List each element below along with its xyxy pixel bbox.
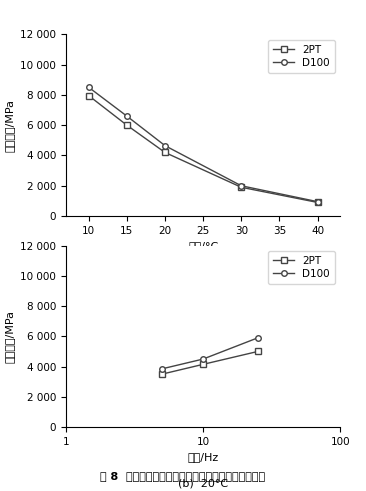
D100 bbox=[86, 84, 91, 90]
Legend: 2PT, D100: 2PT, D100 bbox=[268, 251, 335, 284]
Y-axis label: 动态模量/MPa: 动态模量/MPa bbox=[5, 99, 15, 152]
2PT bbox=[239, 184, 243, 190]
D100 bbox=[163, 143, 167, 149]
2PT bbox=[86, 93, 91, 99]
Legend: 2PT, D100: 2PT, D100 bbox=[268, 40, 335, 73]
2PT bbox=[315, 199, 320, 205]
Text: 图 8  加载模式对梯形梁和圆柱体试件动态模量的影响: 图 8 加载模式对梯形梁和圆柱体试件动态模量的影响 bbox=[100, 471, 266, 481]
Line: 2PT: 2PT bbox=[86, 93, 320, 205]
Line: 2PT: 2PT bbox=[159, 349, 261, 377]
D100 bbox=[160, 366, 164, 372]
D100 bbox=[315, 199, 320, 205]
2PT bbox=[160, 371, 164, 377]
2PT bbox=[255, 349, 260, 355]
Text: (b)  20°C: (b) 20°C bbox=[178, 478, 228, 488]
D100 bbox=[125, 113, 129, 119]
D100 bbox=[255, 335, 260, 341]
Line: D100: D100 bbox=[86, 84, 320, 204]
2PT bbox=[125, 122, 129, 128]
2PT bbox=[163, 149, 167, 155]
Line: D100: D100 bbox=[159, 335, 261, 372]
X-axis label: 频率/Hz: 频率/Hz bbox=[187, 452, 219, 463]
Text: (a)  25Hz: (a) 25Hz bbox=[178, 267, 229, 277]
Y-axis label: 动态模量/MPa: 动态模量/MPa bbox=[5, 310, 15, 363]
D100 bbox=[201, 356, 205, 362]
X-axis label: 温度/°C: 温度/°C bbox=[188, 241, 218, 251]
2PT bbox=[201, 361, 205, 367]
D100 bbox=[239, 183, 243, 189]
